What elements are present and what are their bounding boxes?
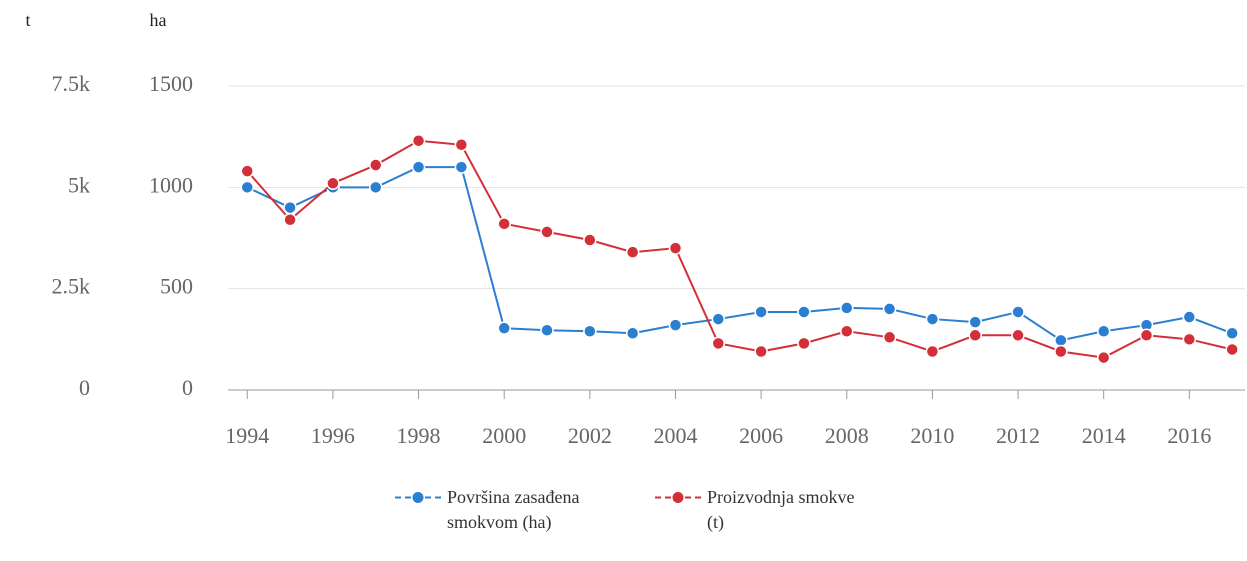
legend-swatch [655,492,701,503]
data-point [540,323,554,337]
x-tick-label: 2016 [1167,423,1211,448]
x-tick-label: 2010 [910,423,954,448]
data-point [497,217,511,231]
legend-label: Proizvodnja smokve (t) [707,487,855,532]
data-point [1225,326,1239,341]
y-tick-label: 0 [182,375,193,400]
data-point [925,312,940,326]
data-point [283,200,297,215]
data-point [1225,342,1239,357]
data-point [583,324,597,338]
data-point [1182,310,1197,324]
x-tick-label: 2012 [996,423,1040,448]
x-tick-label: 2002 [568,423,612,448]
data-point [1182,332,1197,347]
data-point [411,160,426,174]
data-point [454,160,469,174]
data-point [497,321,511,335]
data-point [240,164,255,178]
data-point [754,344,768,359]
data-point [968,328,982,343]
data-point [1096,324,1111,338]
data-point [1011,305,1025,319]
series-line [246,166,1233,342]
legend-item: Površina zasađena smokvom (ha) [393,485,597,535]
y2-tick-label: 2.5k [52,274,91,299]
data-point [968,315,982,329]
data-point [368,180,383,195]
data-point [840,301,854,315]
y-tick-label: 1000 [149,172,193,197]
data-point [283,213,297,227]
y2-axis-label: t [25,10,30,30]
y-axis-label: ha [150,10,167,30]
data-point [368,158,383,172]
x-tick-label: 1996 [311,423,355,448]
x-tick-label: 2000 [482,423,526,448]
x-tick-label: 1998 [397,423,441,448]
data-point [1054,344,1068,359]
legend-dot [672,492,684,503]
data-point [625,245,640,259]
data-point [1096,350,1111,365]
y2-tick-label: 5k [68,172,90,197]
data-point [711,312,726,326]
data-point [1139,328,1154,343]
data-point [326,176,340,191]
data-point [754,305,768,319]
data-point [411,133,426,148]
data-point [668,241,683,255]
data-point [882,302,897,316]
data-point [1011,328,1025,343]
data-point [540,225,554,239]
x-tick-label: 1994 [225,423,269,448]
data-point [882,330,897,345]
x-tick-label: 2008 [825,423,869,448]
legend-label: Površina zasađena smokvom (ha) [447,487,580,532]
data-point [583,233,597,247]
data-point [711,336,726,351]
data-point [797,305,811,319]
data-point [454,138,469,152]
y2-tick-label: 0 [79,375,90,400]
data-point [240,180,255,195]
y2-tick-label: 7.5k [52,71,91,96]
legend-item: Proizvodnja smokve (t) [653,485,857,535]
data-point [840,324,854,338]
series-line [246,139,1233,359]
x-tick-label: 2006 [739,423,783,448]
data-point [1054,333,1068,348]
data-point [625,326,640,341]
data-point [797,336,811,351]
y-tick-label: 1500 [149,71,193,96]
data-point [668,318,683,332]
x-tick-label: 2004 [653,423,697,448]
data-point [925,344,940,359]
x-tick-label: 2014 [1082,423,1126,448]
legend-swatch [395,492,441,503]
y-tick-label: 500 [160,274,193,299]
legend-dot [412,492,424,503]
